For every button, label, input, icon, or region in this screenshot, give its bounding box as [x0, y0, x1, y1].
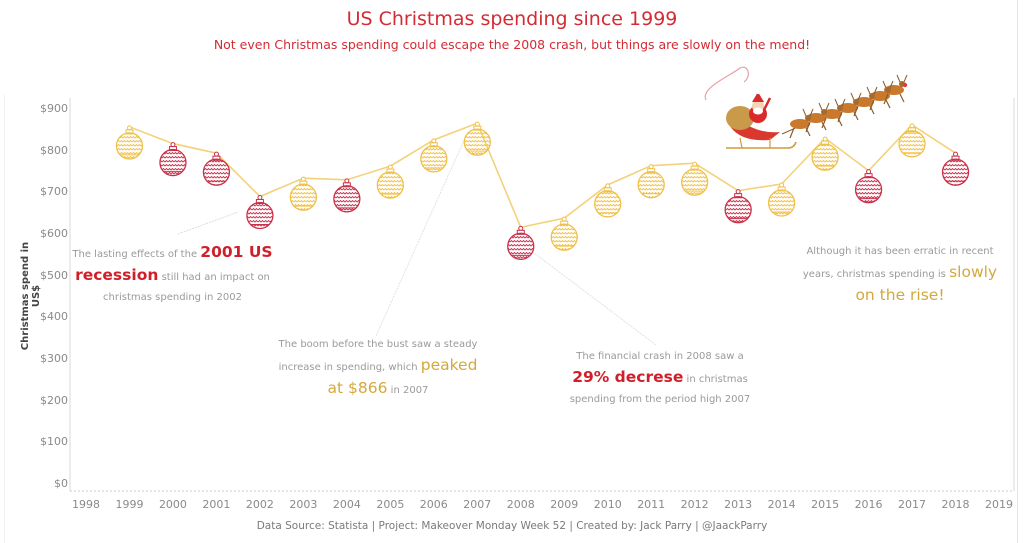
ornament-marker: [811, 136, 839, 171]
ornament-marker: [376, 164, 404, 199]
y-tick-label: $500: [40, 268, 68, 282]
annotation-text: spending from the period high 2007: [569, 394, 751, 405]
frame-left-border: [4, 95, 5, 543]
x-tick-label: 2006: [419, 498, 448, 511]
annotation-highlight: slowly: [949, 263, 998, 281]
y-tick-label: $800: [40, 143, 68, 157]
ornament-marker: [898, 123, 926, 158]
leader-line-2008: [529, 249, 657, 346]
annotation-text: Although it has been erratic in recent: [806, 246, 994, 257]
footer-credits: Data Source: Statista | Project: Makeove…: [256, 520, 768, 532]
annotation-boom: The boom before the bust saw a steady in…: [268, 335, 488, 401]
x-tick-label: 2010: [593, 498, 622, 511]
x-tick-label: 2002: [245, 498, 274, 511]
ornament-marker: [681, 161, 709, 196]
x-tick-label: 2003: [289, 498, 318, 511]
chart-title: US Christmas spending since 1999: [346, 8, 678, 30]
annotation-text: in christmas: [683, 374, 748, 385]
x-tick-label: 2017: [898, 498, 927, 511]
annotation-highlight: 29% decrese: [572, 368, 684, 386]
leader-line-2002: [177, 211, 239, 235]
annotation-highlight: peaked: [420, 356, 478, 374]
annotation-text: increase in spending, which: [278, 362, 421, 373]
x-tick-label: 2015: [811, 498, 840, 511]
ornament-marker: [724, 189, 752, 224]
ornament-marker: [420, 138, 448, 173]
ornament-marker: [202, 151, 231, 186]
ornament-marker: [507, 225, 535, 260]
annotation-highlight: on the rise!: [855, 286, 945, 304]
ornament-marker: [550, 216, 578, 251]
x-tick-label: 2008: [506, 498, 535, 511]
ornament-marker: [637, 164, 665, 199]
x-tick-label: 2004: [332, 498, 361, 511]
x-tick-label: 2001: [202, 498, 231, 511]
y-tick-label: $900: [40, 102, 68, 115]
x-tick-label: 2016: [854, 498, 883, 511]
leader-line-2007: [375, 135, 467, 337]
ornament-marker: [115, 125, 144, 160]
annotation-recession: The lasting effects of the 2001 US reces…: [70, 242, 275, 308]
ornament-marker: [854, 169, 883, 204]
annotation-highlight: at $866: [327, 379, 388, 397]
annotation-text: christmas spending in 2002: [103, 292, 242, 303]
annotation-crash: The financial crash in 2008 saw a 29% de…: [555, 347, 765, 410]
santa-sleigh-icon: [704, 66, 908, 149]
x-tick-label: 2011: [637, 498, 666, 511]
x-tick-label: 1999: [115, 498, 144, 511]
x-tick-label: 2019: [985, 498, 1013, 511]
annotation-highlight: 2001 US: [200, 243, 273, 261]
ornament-marker: [463, 121, 491, 156]
ornament-marker: [289, 176, 318, 211]
ornament-marker: [333, 178, 361, 213]
annotation-highlight: recession: [75, 266, 159, 284]
annotation-text: years, christmas spending is: [802, 269, 950, 280]
x-tick-label: 2018: [941, 498, 970, 511]
x-tick-label: 2000: [158, 498, 187, 511]
y-tick-label: $0: [54, 477, 68, 490]
annotation-rise: Although it has been erratic in recent y…: [800, 242, 1000, 308]
x-tick-label: 1998: [72, 498, 100, 511]
y-tick-label: $400: [40, 310, 68, 324]
ornament-marker: [594, 183, 622, 218]
frame-right-border: [1017, 0, 1018, 543]
x-tick-label: 2013: [724, 498, 753, 511]
y-tick-label: $200: [40, 393, 68, 407]
ornament-marker: [767, 182, 796, 217]
annotation-text: in 2007: [387, 385, 429, 396]
annotation-text: The lasting effects of the: [72, 249, 201, 260]
ornament-marker: [941, 151, 970, 186]
x-tick-label: 2014: [767, 498, 796, 511]
y-tick-label: $100: [40, 435, 68, 449]
x-tick-label: 2005: [376, 498, 405, 511]
ornament-markers: [115, 121, 970, 260]
y-tick-label: $700: [40, 185, 68, 199]
x-tick-label: 2012: [680, 498, 709, 511]
annotation-text: The boom before the bust saw a steady: [278, 339, 478, 350]
ornament-marker: [246, 195, 274, 230]
annotation-text: still had an impact on: [158, 272, 270, 283]
x-tick-label: 2007: [463, 498, 492, 511]
chart-subtitle: Not even Christmas spending could escape…: [213, 37, 811, 52]
annotation-leader-lines: [177, 135, 657, 346]
y-tick-label: $600: [40, 227, 68, 240]
x-tick-label: 2009: [550, 498, 579, 511]
annotation-text: The financial crash in 2008 saw a: [576, 351, 744, 362]
ornament-marker: [159, 142, 187, 177]
y-tick-label: $300: [40, 352, 68, 365]
